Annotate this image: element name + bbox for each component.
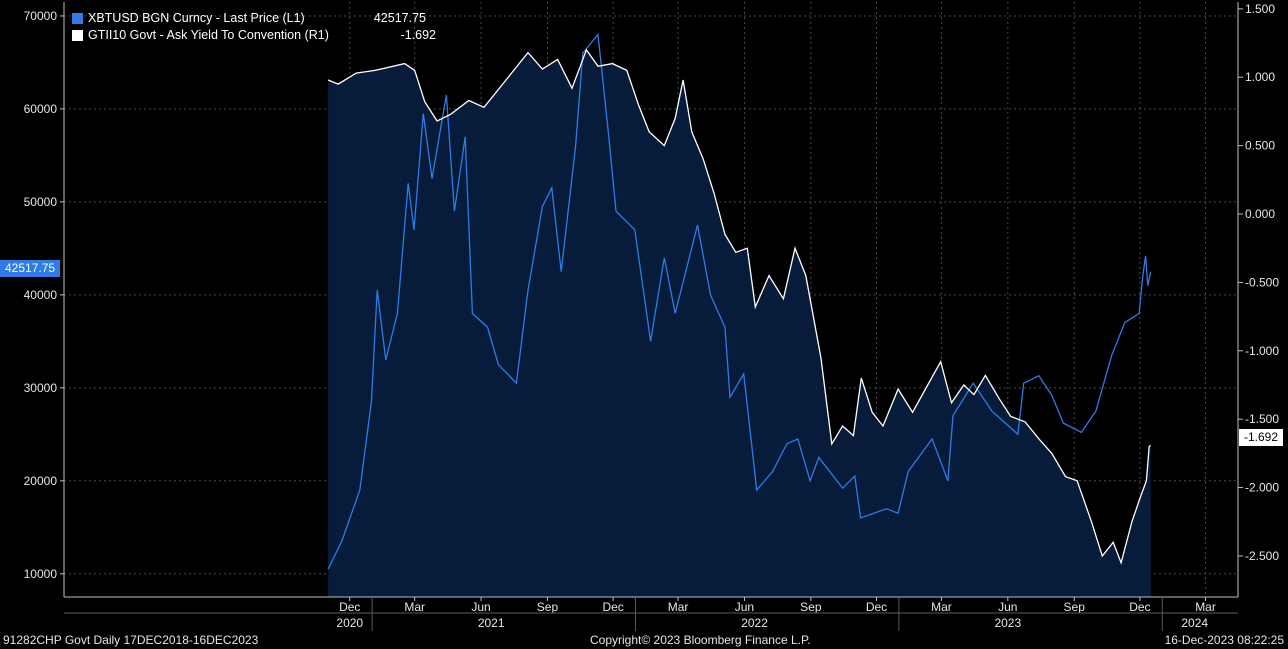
year-label: 2022 (741, 616, 768, 630)
x-tick-label: Mar (931, 600, 952, 614)
x-tick-label: Jun (471, 600, 490, 614)
x-tick-label: Sep (800, 600, 822, 614)
x-axis-ticks: Dec Mar Jun Sep Dec Mar Jun Sep Dec Mar Jun Sep Dec M… (64, 597, 1238, 631)
left-tick-label: 40000 (24, 288, 58, 302)
left-tick-label: 50000 (24, 195, 58, 209)
x-tick-label: Dec (602, 600, 623, 614)
btc-area-fill (328, 49, 1151, 597)
x-tick-label: Jun (735, 600, 754, 614)
x-tick-label: Dec (1129, 600, 1150, 614)
year-label: 2021 (478, 616, 505, 630)
right-tick-label: -1.500 (1245, 412, 1279, 426)
year-label: 2020 (336, 616, 363, 630)
x-tick-label: Mar (404, 600, 425, 614)
left-tick-label: 20000 (24, 474, 58, 488)
right-tick-label: -1.000 (1245, 344, 1279, 358)
right-tick-label: 0.500 (1245, 139, 1275, 153)
legend-item-tips: GTII10 Govt - Ask Yield To Convention (R… (72, 27, 436, 44)
last-price-badge: 42517.75 (0, 260, 61, 277)
left-tick-label: 60000 (24, 102, 58, 116)
left-tick-label: 10000 (24, 567, 58, 581)
right-tick-label: -0.500 (1245, 275, 1279, 289)
right-axis-ticks: 1.500 1.000 0.500 0.000 -0.500 -1.000 -1.500 -2… (1238, 2, 1279, 563)
footer-timestamp: 16-Dec-2023 08:22:25 (1164, 633, 1284, 647)
legend: XBTUSD BGN Curncy - Last Price (L1) 4251… (72, 10, 436, 44)
right-tick-label: -2.000 (1245, 481, 1279, 495)
left-axis-ticks: 10000 20000 30000 40000 50000 60000 70000 (24, 9, 64, 581)
year-label: 2024 (1181, 616, 1208, 630)
right-tick-label: -2.500 (1245, 549, 1279, 563)
btc-price-line (327, 32, 1152, 570)
x-tick-label: Dec (866, 600, 887, 614)
legend-label-btc: XBTUSD BGN Curncy - Last Price (L1) (88, 11, 305, 25)
x-tick-label: Mar (1195, 600, 1216, 614)
legend-value-btc: 42517.75 (373, 11, 426, 25)
right-tick-label: 1.000 (1245, 70, 1275, 84)
axes-frame (63, 2, 1239, 598)
x-tick-label: Jun (998, 600, 1017, 614)
legend-swatch-tips (72, 30, 83, 41)
year-label: 2023 (994, 616, 1021, 630)
legend-swatch-btc (72, 13, 83, 24)
x-tick-label: Sep (537, 600, 559, 614)
x-tick-label: Sep (1064, 600, 1086, 614)
left-tick-label: 70000 (24, 9, 58, 23)
last-yield-badge: -1.692 (1239, 429, 1284, 446)
left-tick-label: 30000 (24, 381, 58, 395)
legend-value-tips: -1.692 (400, 28, 436, 42)
x-tick-label: Dec (339, 600, 360, 614)
x-tick-label: Mar (668, 600, 689, 614)
right-tick-label: 1.500 (1245, 2, 1275, 16)
right-tick-label: 0.000 (1245, 207, 1275, 221)
legend-label-tips: GTII10 Govt - Ask Yield To Convention (R… (88, 28, 329, 42)
legend-item-btc: XBTUSD BGN Curncy - Last Price (L1) 4251… (72, 10, 436, 27)
footer-copyright: Copyright© 2023 Bloomberg Finance L.P. (590, 633, 811, 647)
footer-security-info: 91282CHP Govt Daily 17DEC2018-16DEC2023 (3, 633, 259, 647)
tips-yield-line (327, 48, 1152, 565)
